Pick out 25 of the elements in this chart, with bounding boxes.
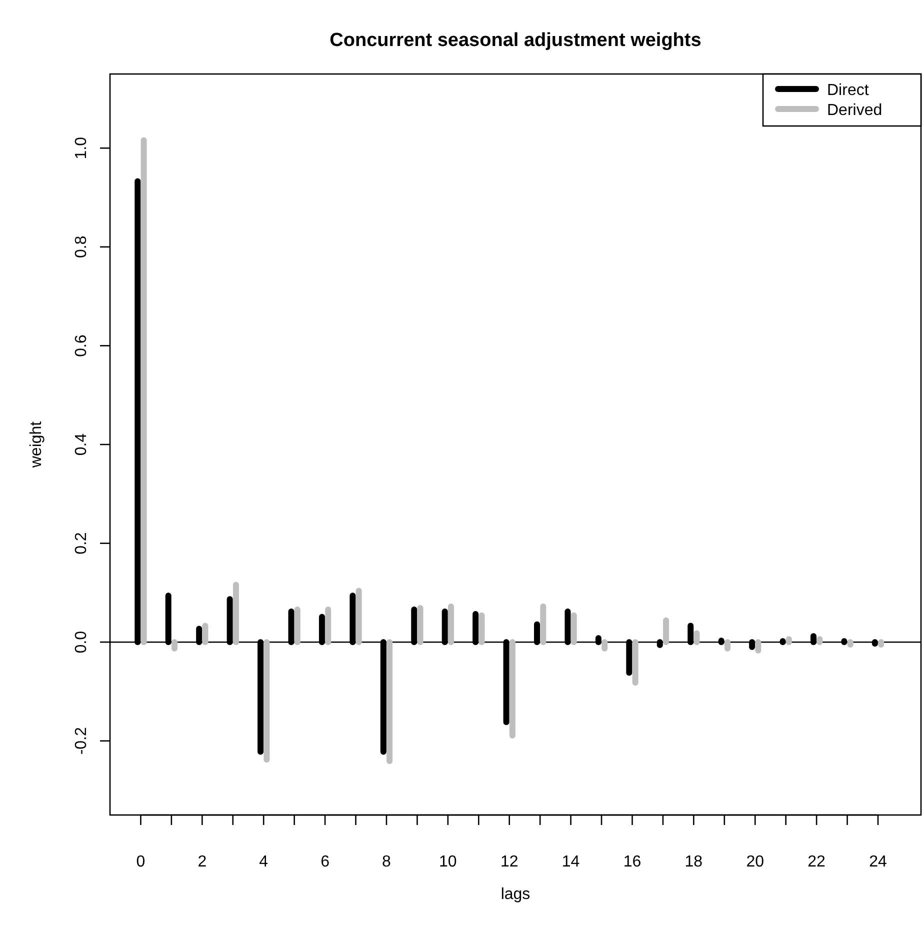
x-tick-label: 18 xyxy=(684,853,703,870)
x-tick-label: 8 xyxy=(382,853,392,870)
y-tick-label: 0.6 xyxy=(73,334,90,357)
x-tick-label: 24 xyxy=(869,853,887,870)
y-tick-label: 1.0 xyxy=(73,136,90,160)
x-tick-label: 16 xyxy=(623,853,642,870)
y-axis-title: weight xyxy=(28,420,45,469)
x-tick-label: 22 xyxy=(808,853,826,870)
x-tick-label: 14 xyxy=(562,853,580,870)
x-tick-label: 12 xyxy=(500,853,518,870)
x-tick-label: 4 xyxy=(259,853,268,870)
x-tick-label: 2 xyxy=(198,853,207,870)
x-tick-label: 6 xyxy=(320,853,330,870)
x-axis-title: lags xyxy=(500,886,530,903)
y-tick-label: 0.8 xyxy=(73,236,90,258)
y-tick-label: 0.2 xyxy=(73,532,90,554)
y-tick-label: -0.2 xyxy=(73,727,90,755)
x-tick-label: 10 xyxy=(439,853,457,870)
chart-title: Concurrent seasonal adjustment weights xyxy=(330,30,702,51)
legend-label: Direct xyxy=(827,82,870,99)
y-tick-label: 0.4 xyxy=(73,433,90,456)
legend-label: Derived xyxy=(827,102,882,119)
x-tick-label: 0 xyxy=(136,853,146,870)
x-tick-label: 20 xyxy=(746,853,764,870)
y-tick-label: 0.0 xyxy=(73,630,90,654)
